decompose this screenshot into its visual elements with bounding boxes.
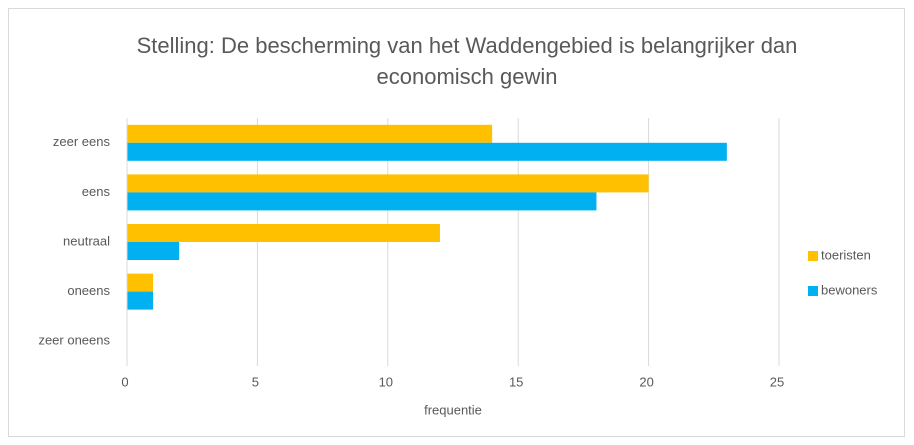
y-tick-label: oneens bbox=[67, 283, 110, 298]
y-tick-label: neutraal bbox=[63, 233, 110, 248]
x-tick-label: 15 bbox=[509, 374, 523, 389]
y-tick-label: zeer oneens bbox=[38, 333, 110, 348]
bar bbox=[127, 273, 154, 292]
bar bbox=[127, 192, 597, 211]
x-tick-label: 0 bbox=[121, 374, 128, 389]
bar bbox=[127, 174, 649, 193]
bar bbox=[127, 224, 440, 242]
x-tick-label: 5 bbox=[252, 374, 259, 389]
y-tick-label: zeer eens bbox=[53, 134, 111, 149]
bar bbox=[127, 291, 154, 310]
bar bbox=[127, 242, 180, 260]
bar bbox=[127, 124, 493, 143]
x-tick-label: 20 bbox=[639, 374, 653, 389]
legend-label: toeristen bbox=[821, 247, 871, 262]
legend-swatch bbox=[808, 251, 818, 261]
chart-border bbox=[8, 8, 905, 437]
y-tick-label: eens bbox=[82, 184, 111, 199]
x-tick-label: 25 bbox=[770, 374, 784, 389]
x-axis-label: frequentie bbox=[424, 402, 482, 417]
chart-title: Stelling: De bescherming van het Waddeng… bbox=[136, 33, 798, 89]
legend-label: bewoners bbox=[821, 282, 878, 297]
bar bbox=[127, 142, 727, 161]
x-tick-label: 10 bbox=[379, 374, 393, 389]
legend-swatch bbox=[808, 286, 818, 296]
